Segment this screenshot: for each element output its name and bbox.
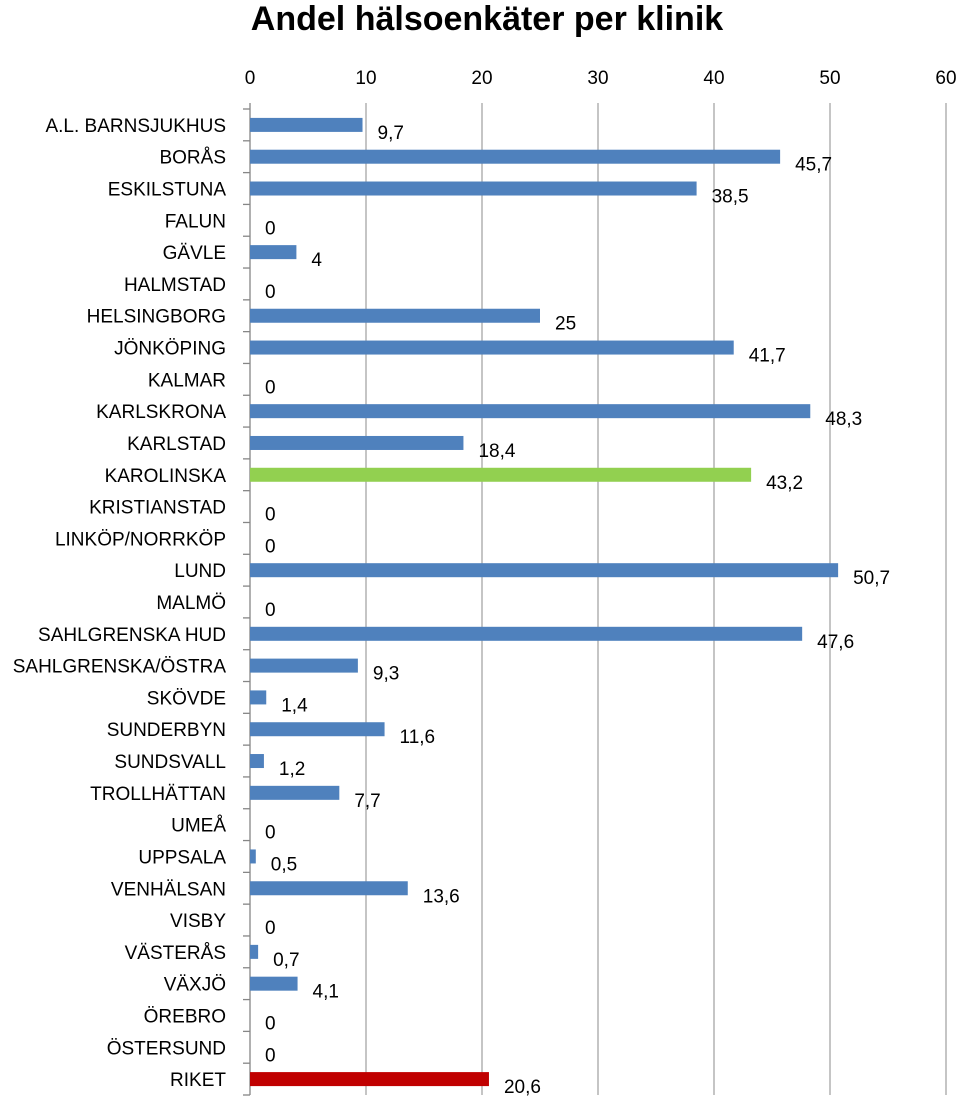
bar [250,149,781,164]
bars [250,117,839,1087]
data-label: 48,3 [825,409,862,430]
category-label: SAHLGRENSKA/ÖSTRA [13,657,227,678]
data-label: 9,3 [373,664,399,685]
category-label: BORÅS [159,148,226,169]
chart-title: Andel hälsoenkäter per klinik [251,0,723,38]
bar [250,944,259,959]
x-tick-label: 40 [703,68,724,89]
category-label: HALMSTAD [124,275,226,296]
category-label: KARLSKRONA [96,402,226,423]
category-label: SAHLGRENSKA HUD [38,625,226,646]
data-label: 0,5 [271,854,297,875]
bar [250,976,298,991]
bar [250,435,464,450]
data-label: 43,2 [766,473,803,494]
x-tick-label: 60 [935,68,956,89]
category-label: HELSINGBORG [87,307,226,328]
bar [250,181,697,196]
data-label: 0 [265,600,276,621]
data-label: 4,1 [313,982,339,1003]
data-label: 0,7 [273,950,299,971]
bar [250,404,811,419]
grid-lines [249,103,947,1095]
data-label: 47,6 [817,632,854,653]
category-label: ESKILSTUNA [108,180,227,201]
y-axis [243,108,250,1096]
bar [250,1072,489,1087]
category-label: LUND [174,561,226,582]
category-label: TROLLHÄTTAN [90,784,226,805]
category-label: FALUN [165,211,226,232]
data-label: 0 [265,282,276,303]
bar [250,754,264,769]
category-label: LINKÖP/NORRKÖP [55,529,226,550]
category-label: ÖSTERSUND [107,1038,226,1059]
category-label: KRISTIANSTAD [89,498,226,519]
category-label: VENHÄLSAN [111,879,226,900]
category-label: VÄXJÖ [164,975,226,996]
bar [250,563,839,578]
category-label: SKÖVDE [147,688,226,709]
data-label: 11,6 [400,727,436,748]
category-label: RIKET [170,1070,226,1091]
value-labels: 9,7 45,7 38,5 0 4 0 25 41,7 0 48,3 18,4 43,2 0 0 50,7 0… [265,123,890,1097]
data-label: 0 [265,1013,276,1034]
bar [250,308,540,323]
data-label: 41,7 [749,346,786,367]
bar [250,881,408,896]
category-label: SUNDSVALL [114,752,226,773]
data-label: 0 [265,505,276,526]
x-tick-label: 30 [587,68,608,89]
data-label: 7,7 [354,791,380,812]
data-label: 9,7 [378,123,404,144]
bar [250,658,358,673]
data-label: 18,4 [478,441,515,462]
category-label: SUNDERBYN [107,720,226,741]
data-label: 45,7 [795,155,832,176]
category-label: GÄVLE [163,243,226,264]
category-label: KAROLINSKA [105,466,227,487]
data-label: 0 [265,377,276,398]
data-label: 1,4 [281,695,308,716]
bar [250,340,734,355]
data-label: 0 [265,1045,276,1066]
bar [250,722,385,737]
data-label: 38,5 [712,187,749,208]
category-label: VÄSTERÅS [125,943,226,964]
bar [250,785,340,800]
category-label: UPPSALA [138,847,226,868]
data-label: 4 [311,250,322,271]
category-label: UMEÅ [171,816,226,837]
data-label: 50,7 [853,568,890,589]
bar [250,690,267,705]
x-tick-label: 20 [471,68,492,89]
category-label: KARLSTAD [127,434,226,455]
bar [250,849,256,864]
category-labels: A.L. BARNSJUKHUS BORÅS ESKILSTUNA FALUN GÄVL… [13,116,227,1091]
bar [250,245,297,260]
category-label: ÖREBRO [144,1006,226,1027]
x-axis-ticks: 0 10 20 30 40 50 60 [245,68,957,89]
x-tick-label: 0 [245,68,256,89]
bar [250,467,752,482]
data-label: 25 [555,314,576,335]
category-label: KALMAR [148,370,226,391]
category-label: VISBY [170,911,226,932]
x-tick-label: 50 [819,68,840,89]
category-label: A.L. BARNSJUKHUS [45,116,226,137]
data-label: 0 [265,823,276,844]
x-tick-label: 10 [355,68,376,89]
category-label: JÖNKÖPING [114,339,226,360]
bar [250,626,803,641]
bar [250,117,363,132]
category-label: MALMÖ [156,593,226,614]
data-label: 1,2 [279,759,305,780]
data-label: 0 [265,918,276,939]
data-label: 0 [265,536,276,557]
data-label: 20,6 [504,1077,541,1097]
data-label: 0 [265,218,276,239]
data-label: 13,6 [423,886,460,907]
